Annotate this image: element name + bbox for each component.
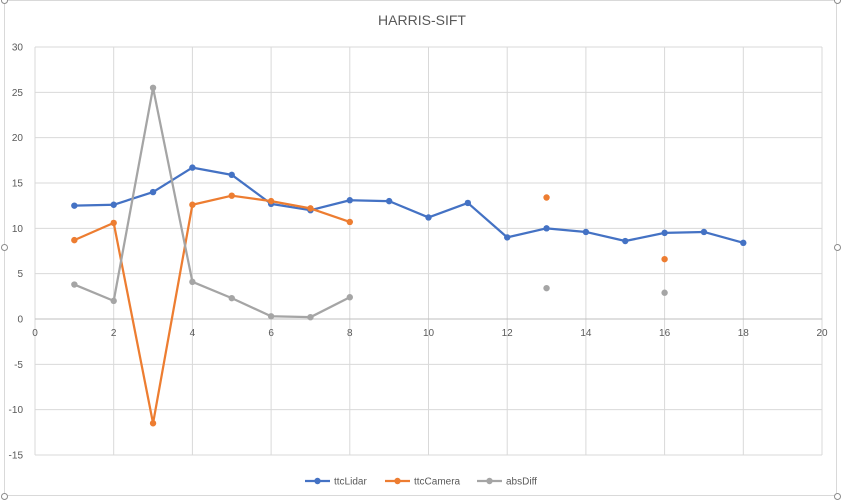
series-line-ttcCamera[interactable] [73,194,351,425]
legend-marker [486,477,493,485]
data-point-absDiff[interactable] [267,313,275,320]
axes: -15 -10 -5 0 5 10 15 20 25 30 0 2 4 6 8 10 12 14 16 18 20 [9,43,828,462]
data-point-ttcLidar[interactable] [582,228,590,236]
y-tick-label: 5 [17,269,23,280]
y-tick-label: 25 [12,88,24,99]
resize-handle-middle-left[interactable] [1,244,8,251]
x-tick-label: 6 [268,328,274,339]
x-tick-label: 20 [816,328,828,339]
x-tick-label: 0 [32,328,38,339]
y-tick-label: 10 [12,224,24,235]
resize-handle-bottom-left[interactable] [1,493,8,500]
data-point-absDiff[interactable] [71,281,78,288]
data-point-ttcLidar[interactable] [110,201,117,208]
data-point-ttcCamera[interactable] [307,205,314,212]
x-tick-label: 14 [580,328,592,339]
x-tick-label: 12 [502,328,514,339]
data-point-ttcLidar[interactable] [504,234,511,241]
legend-label: absDiff [506,477,537,488]
x-tick-label: 4 [190,328,196,339]
series-ttcCamera[interactable] [71,192,668,427]
x-tick-label: 10 [423,328,435,339]
series-absDiff[interactable] [71,84,668,321]
data-point-ttcLidar[interactable] [425,214,432,221]
y-tick-label: 15 [12,179,24,190]
legend[interactable]: ttcLidar ttcCamera absDiff [305,477,537,488]
data-point-ttcCamera[interactable] [661,255,668,263]
data-point-ttcLidar[interactable] [464,199,472,207]
y-tick-label: 30 [12,43,24,54]
resize-handle-bottom-right[interactable] [834,493,841,500]
data-point-absDiff[interactable] [149,84,157,92]
series-group [71,84,747,427]
series-line-absDiff[interactable] [73,86,351,319]
x-tick-label: 2 [111,328,117,339]
data-point-ttcCamera[interactable] [228,192,235,199]
data-point-ttcLidar[interactable] [149,188,157,196]
y-tick-label: -10 [9,405,24,416]
y-tick-label: -15 [9,451,24,462]
data-point-absDiff[interactable] [543,284,550,292]
data-point-ttcLidar[interactable] [346,197,353,204]
data-point-ttcLidar[interactable] [622,237,629,245]
data-point-ttcCamera[interactable] [110,219,117,227]
data-point-ttcCamera[interactable] [346,218,353,226]
resize-handle-top-right[interactable] [834,0,841,4]
chart-area[interactable] [4,0,837,496]
gridlines [34,46,823,456]
data-point-absDiff[interactable] [661,289,668,296]
data-point-ttcLidar[interactable] [385,197,393,205]
data-point-ttcLidar[interactable] [189,164,196,171]
legend-item-ttcLidar[interactable]: ttcLidar [305,477,367,488]
legend-label: ttcLidar [334,477,367,488]
data-point-absDiff[interactable] [228,294,235,302]
x-tick-label: 18 [738,328,750,339]
data-point-ttcCamera[interactable] [189,201,196,208]
data-point-ttcLidar[interactable] [228,171,235,179]
data-point-ttcLidar[interactable] [661,229,668,237]
legend-marker [394,477,401,485]
resize-handle-top-left[interactable] [1,0,8,4]
data-point-ttcLidar[interactable] [71,202,78,209]
data-point-ttcCamera[interactable] [149,420,157,427]
legend-item-absDiff[interactable]: absDiff [477,477,537,488]
data-point-absDiff[interactable] [307,313,314,321]
data-point-ttcLidar[interactable] [740,239,747,247]
data-point-ttcCamera[interactable] [543,194,550,201]
y-tick-label: -5 [14,360,23,371]
resize-handle-middle-right[interactable] [834,244,841,251]
data-point-ttcCamera[interactable] [71,236,78,244]
chart-title[interactable]: HARRIS-SIFT [378,12,466,28]
data-point-ttcLidar[interactable] [700,228,708,236]
legend-label: ttcCamera [414,477,461,488]
data-point-absDiff[interactable] [346,294,353,301]
x-tick-label: 8 [347,328,353,339]
data-point-absDiff[interactable] [110,297,117,305]
legend-marker [314,477,321,485]
data-point-ttcLidar[interactable] [543,225,550,232]
y-tick-label: 20 [12,133,24,144]
y-tick-label: 0 [17,315,23,326]
data-point-ttcCamera[interactable] [267,197,275,205]
series-line-ttcLidar[interactable] [74,166,744,244]
series-ttcLidar[interactable] [71,164,747,247]
data-point-absDiff[interactable] [189,278,196,286]
x-tick-label: 16 [659,328,671,339]
legend-item-ttcCamera[interactable]: ttcCamera [385,477,461,488]
